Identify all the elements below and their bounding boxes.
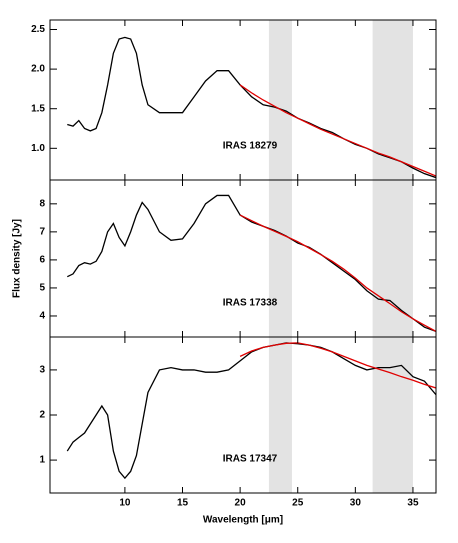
x-tick-label: 25 (292, 498, 304, 509)
spectrum-line (239, 84, 436, 177)
y-tick-label: 2 (39, 410, 45, 421)
y-tick-label: 2.0 (31, 64, 45, 75)
x-tick-label: 15 (177, 498, 189, 509)
spectrum-line (239, 214, 436, 332)
shaded-region (372, 180, 413, 337)
annotation: IRAS 17347 (223, 454, 278, 465)
x-tick-label: 30 (350, 498, 362, 509)
spectrum-line (239, 342, 436, 389)
annotation: IRAS 17338 (223, 298, 278, 309)
y-axis-label: Flux density [Jy] (12, 219, 23, 298)
x-tick-label: 20 (235, 498, 247, 509)
y-tick-label: 4 (39, 311, 45, 322)
shaded-region (268, 180, 292, 337)
x-tick-label: 35 (407, 498, 419, 509)
shaded-region (372, 20, 413, 180)
y-tick-label: 1 (39, 455, 45, 466)
y-tick-label: 5 (39, 283, 45, 294)
spectrum-line (66, 342, 436, 480)
y-tick-label: 1.0 (31, 143, 45, 154)
y-tick-label: 8 (39, 198, 45, 209)
y-tick-label: 1.5 (31, 103, 45, 114)
shaded-region (268, 20, 292, 180)
x-tick-label: 10 (119, 498, 131, 509)
y-tick-label: 6 (39, 255, 45, 266)
spectrum-line (66, 194, 436, 333)
shaded-region (372, 337, 413, 493)
x-axis-label: Wavelength [μm] (203, 515, 283, 526)
annotation: IRAS 18279 (223, 141, 278, 152)
y-tick-label: 7 (39, 227, 45, 238)
shaded-region (268, 337, 292, 493)
y-tick-label: 2.5 (31, 24, 45, 35)
y-tick-label: 3 (39, 365, 45, 376)
